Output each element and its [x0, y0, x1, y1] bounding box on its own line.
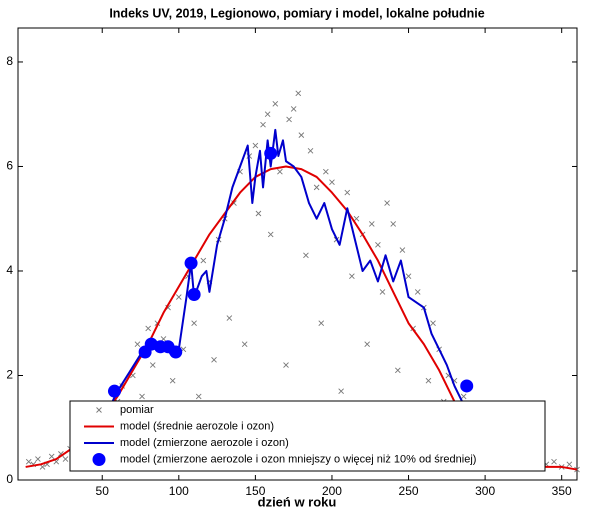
cross-marker [460, 393, 467, 400]
cross-marker [48, 453, 55, 460]
cross-marker [307, 147, 314, 154]
cross-marker [298, 132, 305, 138]
cross-marker [134, 341, 141, 347]
y-tick-label: 2 [6, 368, 13, 382]
cross-marker [191, 320, 197, 327]
cross-marker [139, 393, 145, 400]
cross-marker [313, 184, 320, 191]
cross-marker [399, 247, 406, 253]
line [108, 128, 471, 418]
x-tick-label: 100 [169, 484, 189, 498]
cross-marker [255, 210, 262, 217]
legend-label: model (zmierzone aerozole i ozon mniejsz… [120, 453, 476, 465]
chart-title: Indeks UV, 2019, Legionowo, pomiary i mo… [109, 6, 484, 20]
cross-marker [379, 289, 386, 295]
cross-marker [384, 200, 390, 206]
cross-marker [329, 179, 335, 185]
cross-marker [149, 362, 156, 368]
cross-marker [35, 456, 41, 462]
y-tick-label: 6 [6, 159, 13, 173]
legend-label: model (średnie aerozole i ozon) [120, 420, 274, 432]
cross-marker [169, 377, 176, 384]
x-tick-label: 200 [322, 484, 342, 498]
cross-marker [226, 315, 233, 321]
y-tick-label: 4 [6, 263, 13, 277]
cross-marker [551, 458, 557, 465]
dot [107, 384, 121, 398]
dot [460, 379, 474, 393]
cross-marker [405, 273, 412, 280]
cross-marker [414, 289, 421, 295]
y-tick-label: 0 [6, 472, 13, 486]
cross-marker [349, 273, 355, 280]
legend-label: model (zmierzone aerozole i ozon) [120, 437, 289, 449]
cross-marker [252, 142, 259, 149]
cross-marker [260, 121, 266, 128]
cross-marker [344, 189, 351, 196]
cross-marker [338, 388, 344, 394]
x-tick-label: 50 [96, 484, 110, 498]
cross-marker [241, 341, 248, 347]
cross-marker [286, 116, 292, 123]
cross-marker [62, 456, 69, 462]
dot [264, 146, 278, 160]
legend-label: pomiar [120, 404, 154, 416]
cross-marker [390, 221, 397, 227]
dot [169, 345, 183, 359]
x-tick-label: 150 [245, 484, 265, 498]
cross-marker [364, 341, 371, 347]
cross-marker [175, 294, 182, 300]
cross-marker [145, 325, 151, 332]
cross-marker [368, 221, 375, 227]
cross-marker [25, 458, 32, 465]
cross-marker [267, 231, 274, 238]
cross-marker [200, 257, 207, 264]
cross-marker [303, 252, 309, 259]
cross-marker [375, 242, 381, 248]
cross-marker [277, 168, 283, 175]
cross-marker [318, 320, 325, 327]
x-tick-label: 350 [552, 484, 572, 498]
cross-marker [295, 90, 302, 97]
cross-marker [353, 215, 360, 222]
cross-marker [323, 168, 329, 175]
legend-box [69, 400, 546, 472]
cross-marker [264, 111, 271, 118]
cross-marker [283, 362, 289, 368]
x-tick-label: 300 [475, 484, 495, 498]
x-tick-label: 250 [399, 484, 419, 498]
cross-marker [211, 356, 217, 363]
cross-marker [425, 377, 432, 384]
dot [184, 256, 198, 270]
cross-marker [566, 461, 573, 468]
x-axis-label: dzień w roku [258, 494, 337, 509]
cross-marker [195, 393, 202, 400]
plot-frame [17, 27, 578, 481]
cross-marker [272, 100, 279, 107]
cross-marker [430, 320, 436, 327]
legend-marker [92, 453, 106, 466]
y-tick-label: 8 [6, 54, 13, 68]
legend-marker [96, 407, 102, 413]
cross-marker [394, 367, 401, 374]
cross-marker [290, 106, 297, 112]
dot [187, 287, 201, 301]
